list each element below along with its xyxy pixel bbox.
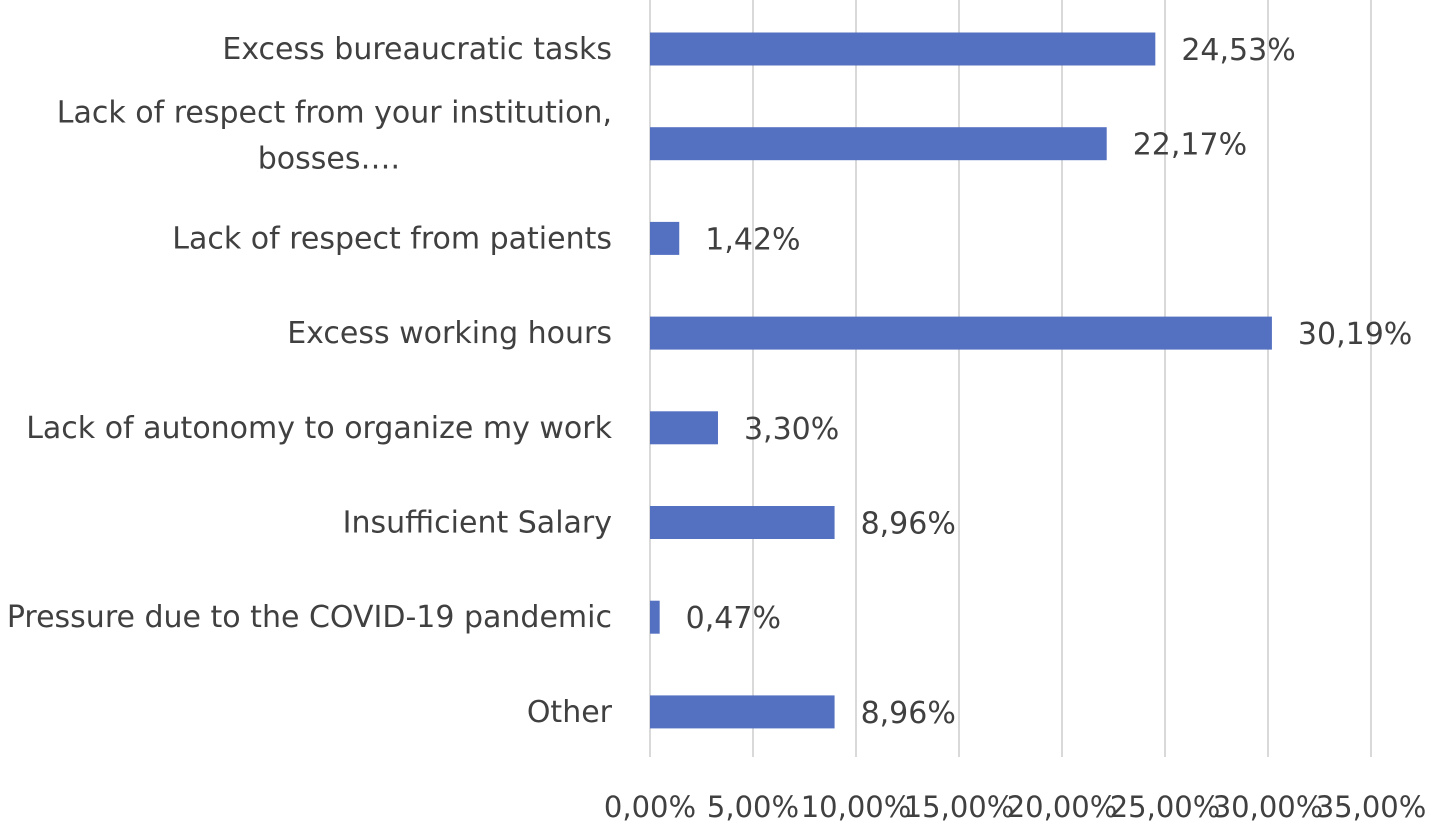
x-tick-label: 5,00% bbox=[707, 790, 799, 824]
category-label: Excess working hours bbox=[287, 316, 612, 351]
data-label: 8,96% bbox=[861, 696, 956, 731]
bar bbox=[650, 695, 835, 729]
x-tick-label: 20,00% bbox=[1007, 790, 1118, 824]
category-label: Lack of respect from patients bbox=[172, 221, 612, 256]
data-label: 22,17% bbox=[1133, 128, 1247, 163]
gridlines bbox=[649, 0, 1372, 757]
x-tick-label: 25,00% bbox=[1110, 790, 1221, 824]
category-label: Other bbox=[527, 695, 613, 730]
data-label: 30,19% bbox=[1298, 317, 1412, 352]
data-label: 0,47% bbox=[686, 601, 781, 636]
data-label: 8,96% bbox=[861, 507, 956, 542]
category-label: Pressure due to the COVID-19 pandemic bbox=[7, 600, 612, 635]
x-tick-label: 0,00% bbox=[604, 790, 696, 824]
data-labels: 24,53% 22,17% 1,42% 30,19% 3,30% 8,96% 0,47% 8,… bbox=[686, 33, 1413, 731]
category-label: bosses…. bbox=[258, 142, 400, 177]
category-label: Lack of autonomy to organize my work bbox=[26, 411, 612, 446]
bar bbox=[650, 316, 1272, 350]
x-tick-label: 35,00% bbox=[1316, 790, 1427, 824]
data-label: 3,30% bbox=[744, 412, 839, 447]
x-tick-label: 15,00% bbox=[904, 790, 1015, 824]
x-tick-label: 10,00% bbox=[801, 790, 912, 824]
data-label: 24,53% bbox=[1181, 33, 1295, 68]
category-label: Excess bureaucratic tasks bbox=[222, 32, 612, 67]
bar bbox=[650, 221, 680, 255]
category-labels: Excess bureaucratic tasks Lack of respect… bbox=[7, 32, 613, 730]
bar bbox=[650, 411, 718, 445]
data-label: 1,42% bbox=[705, 222, 800, 257]
category-label: Insufficient Salary bbox=[343, 506, 612, 541]
bar bbox=[650, 32, 1156, 66]
x-tick-label: 30,00% bbox=[1213, 790, 1324, 824]
bar bbox=[650, 127, 1107, 161]
x-axis-tick-labels: 0,00% 5,00% 10,00%15,00%20,00%25,00%30,00%… bbox=[604, 790, 1426, 824]
category-label: Lack of respect from your institution, bbox=[57, 96, 612, 131]
bar bbox=[650, 506, 835, 539]
bars bbox=[650, 32, 1272, 729]
bar bbox=[650, 600, 660, 634]
